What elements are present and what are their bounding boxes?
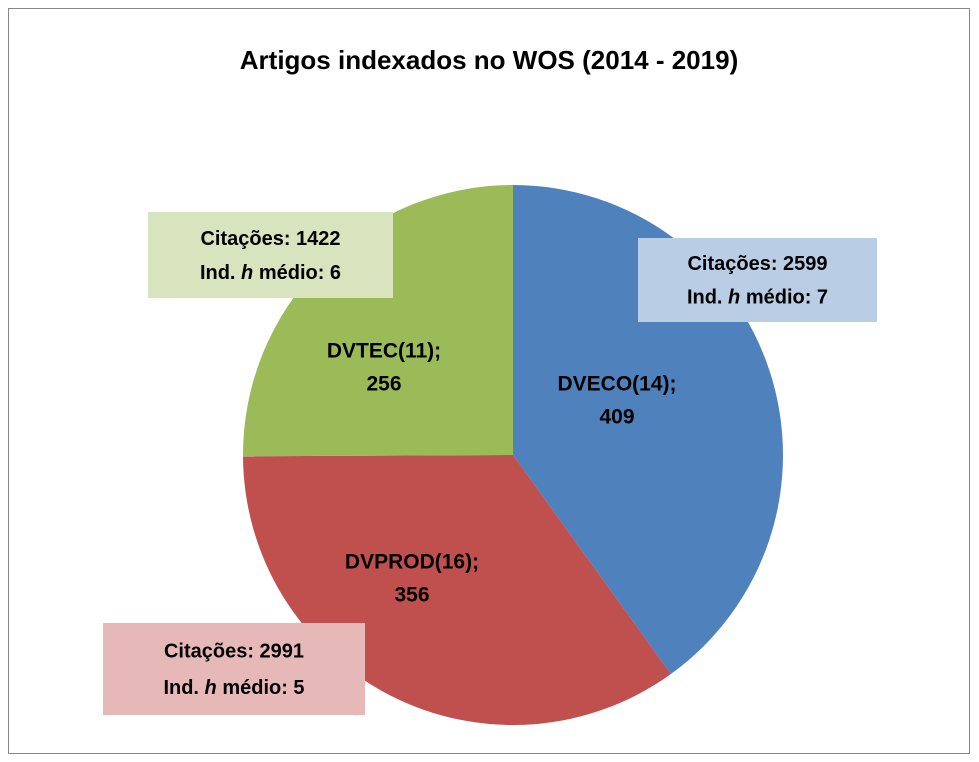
- annotation-box: [103, 623, 365, 715]
- pie-slice: [243, 184, 513, 457]
- slice-category-label: DVPROD(16);: [345, 551, 479, 574]
- annotation-citations: Citações: 2599: [687, 253, 827, 275]
- annotation-index-suffix: médio: 6: [253, 262, 341, 284]
- slice-category-label: DVTEC(11);: [327, 340, 441, 363]
- slice-value-label: 256: [366, 373, 401, 396]
- annotation-index-prefix: Ind.: [200, 262, 241, 284]
- annotation-index: Ind. h médio: 7: [687, 287, 828, 309]
- annotation-index-suffix: médio: 7: [740, 287, 828, 309]
- annotation-box: [148, 212, 393, 298]
- annotation-index-prefix: Ind.: [163, 678, 204, 700]
- annotation-index: Ind. h médio: 6: [200, 262, 341, 284]
- annotation-index: Ind. h médio: 5: [163, 678, 304, 700]
- annotation-index-italic: h: [241, 262, 253, 284]
- annotation-citations: Citações: 2991: [164, 641, 304, 663]
- slice-value-label: 409: [599, 406, 634, 429]
- annotation-index-prefix: Ind.: [687, 287, 728, 309]
- annotation-index-suffix: médio: 5: [217, 678, 305, 700]
- slice-value-label: 356: [394, 584, 429, 607]
- annotation-index-italic: h: [728, 287, 740, 309]
- chart-title: Artigos indexados no WOS (2014 - 2019): [240, 45, 738, 75]
- annotation-box: [638, 238, 877, 322]
- annotation-index-italic: h: [205, 678, 217, 700]
- slice-category-label: DVECO(14);: [557, 373, 676, 396]
- annotation-citations: Citações: 1422: [200, 228, 340, 250]
